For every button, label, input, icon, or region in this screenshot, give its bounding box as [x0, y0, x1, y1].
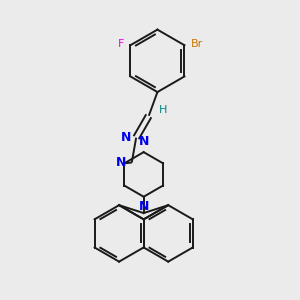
Text: F: F: [118, 39, 124, 49]
Text: N: N: [120, 131, 131, 144]
Text: H: H: [159, 105, 168, 116]
Text: N: N: [139, 200, 149, 213]
Text: N: N: [139, 135, 149, 148]
Text: N: N: [116, 156, 126, 169]
Text: Br: Br: [191, 39, 203, 49]
